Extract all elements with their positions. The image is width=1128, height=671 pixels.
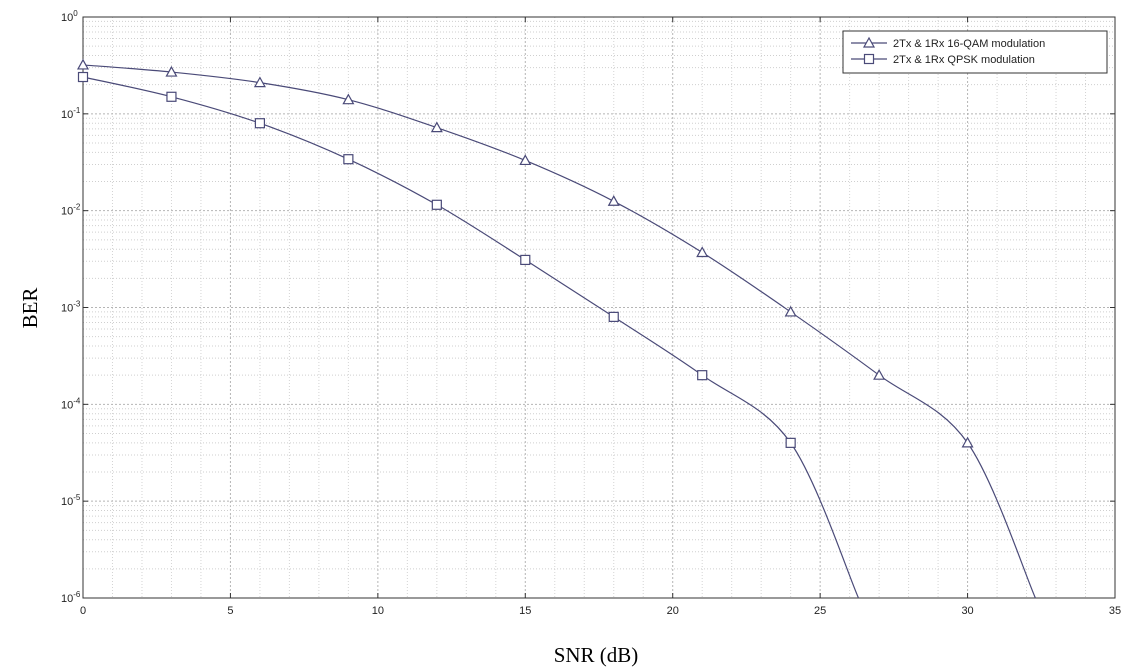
data-point-square [343,154,354,165]
y-axis-ticks: 100 10-1 10-2 10-3 10-4 10-5 10-6 [61,9,1115,605]
y-axis-label: BER [18,288,42,329]
y-tick-label: 10-2 [61,203,81,218]
series-line [82,76,860,599]
x-tick-label: 0 [80,605,86,617]
series-layer [76,58,1036,599]
legend-label: 2Tx & 1Rx 16-QAM modulation [893,38,1045,50]
y-tick-label: 10-3 [61,300,81,315]
data-point-triangle [696,246,709,258]
data-point-triangle [165,65,178,77]
legend: 2Tx & 1Rx 16-QAM modulation 2Tx & 1Rx QPS… [842,30,1108,74]
data-point-triangle [784,305,797,317]
data-point-square [785,437,796,448]
y-tick-label: 10-6 [61,590,81,605]
data-point-triangle [961,436,974,448]
data-point-triangle [430,121,443,133]
legend-marker-triangle [862,36,876,48]
y-tick-label: 10-4 [61,396,81,411]
series-16qam [76,58,1036,599]
y-tick-label: 10-1 [61,106,81,121]
x-tick-label: 10 [372,605,384,617]
series-qpsk [77,71,860,599]
legend-marker-square [863,53,875,65]
data-point-triangle [76,58,90,70]
legend-label: 2Tx & 1Rx QPSK modulation [893,54,1035,66]
data-point-square [608,311,619,322]
data-point-square [254,118,266,129]
data-point-triangle [607,195,620,206]
x-axis-label: SNR (dB) [554,643,639,667]
data-point-square [77,71,89,83]
data-point-triangle [519,154,532,166]
x-axis-ticks: 0 5 10 15 20 25 30 35 [80,17,1121,617]
x-tick-label: 15 [519,605,531,617]
x-tick-label: 20 [667,605,679,617]
data-point-square [520,254,531,266]
x-tick-label: 5 [227,605,233,617]
x-tick-label: 30 [961,605,973,617]
data-point-triangle [342,93,355,105]
data-point-square [431,199,442,210]
x-tick-label: 35 [1109,605,1121,617]
y-tick-label: 100 [61,9,78,24]
legend-box [842,30,1108,74]
data-point-triangle [253,76,266,88]
data-point-square [166,91,177,102]
grid [82,17,1116,599]
data-point-triangle [873,368,886,380]
x-tick-label: 25 [814,605,826,617]
y-tick-label: 10-5 [61,493,81,508]
data-point-square [697,370,708,381]
